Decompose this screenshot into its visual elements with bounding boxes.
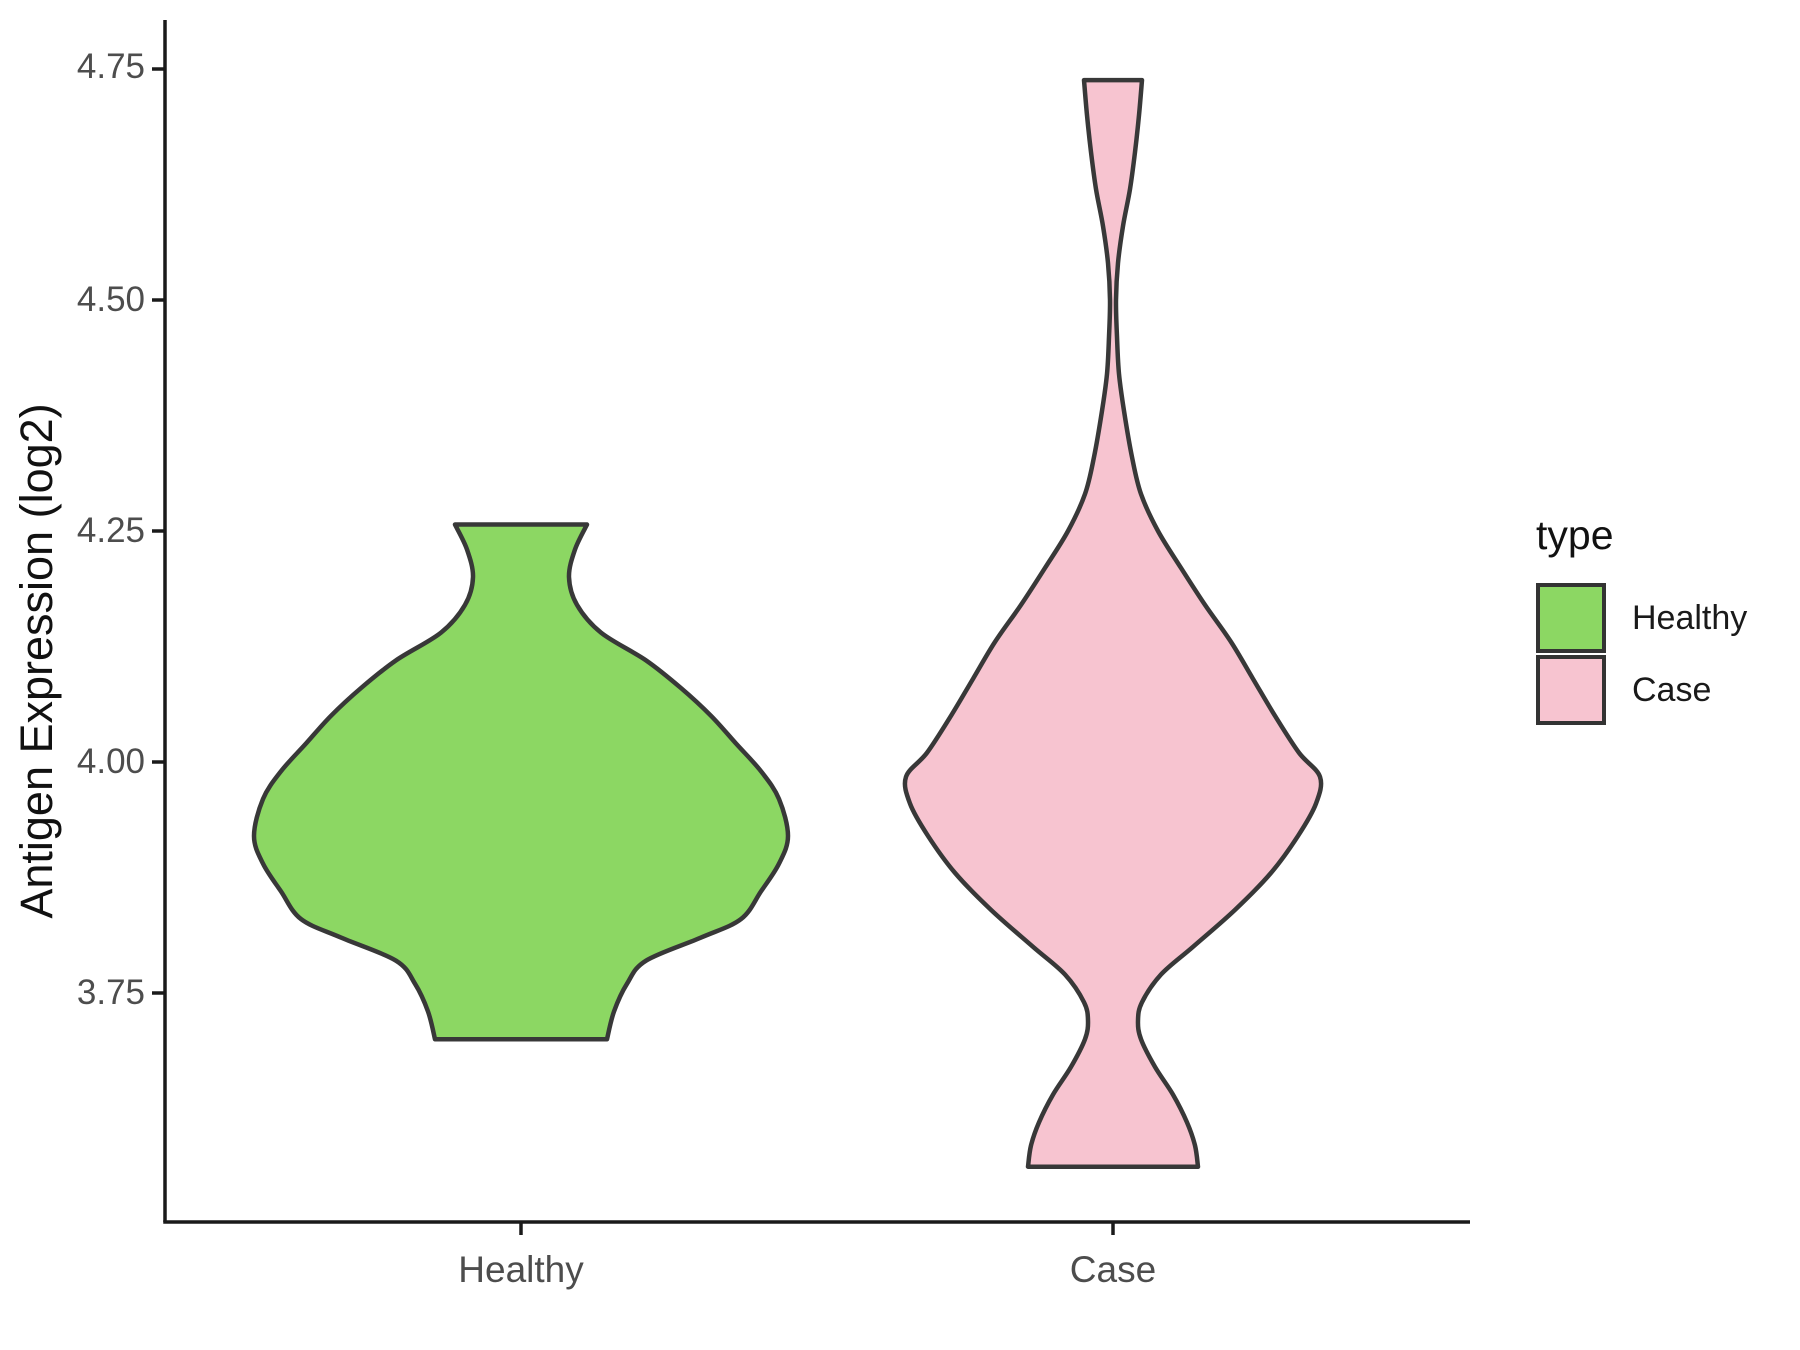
legend-label-healthy: Healthy (1632, 599, 1748, 637)
legend-label-case: Case (1632, 671, 1712, 709)
y-tick-label-4-75: 4.75 (76, 47, 145, 86)
violin-healthy (251, 522, 791, 1042)
legend-key-healthy-swatch (1536, 583, 1606, 653)
x-tick-label-healthy: Healthy (458, 1249, 584, 1290)
violin-case (902, 77, 1324, 1169)
y-tick-label-3-75: 3.75 (76, 973, 145, 1012)
y-tick-label-4-25: 4.25 (76, 511, 145, 550)
y-tick-label-4-00: 4.00 (76, 742, 145, 781)
y-axis-title: Antigen Expression (log2) (11, 403, 62, 919)
legend-title: type (1536, 512, 1614, 558)
x-tick-label-case: Case (1069, 1249, 1157, 1290)
legend-key-case-swatch (1536, 655, 1606, 725)
y-tick-label-4-50: 4.50 (76, 280, 145, 319)
